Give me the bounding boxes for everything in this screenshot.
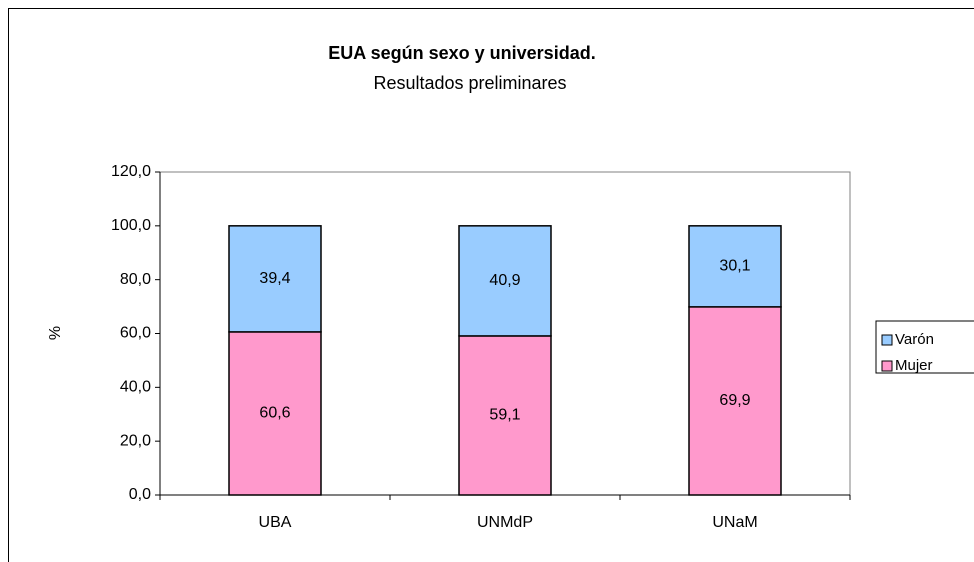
chart-subtitle: Resultados preliminares <box>373 73 566 93</box>
bar-segment <box>688 225 782 308</box>
legend-swatch <box>881 334 893 346</box>
data-label: 39,4 <box>259 270 290 287</box>
legend-label: Varón <box>895 331 934 348</box>
data-label: 59,1 <box>489 407 520 424</box>
chart-title: EUA según sexo y universidad. <box>328 43 595 63</box>
bar-segment <box>458 225 552 337</box>
y-axis-label: % <box>47 326 64 340</box>
data-label: 69,9 <box>719 392 750 409</box>
bar-segment <box>228 331 322 496</box>
x-tick-label: UNaM <box>712 514 757 531</box>
data-label: 40,9 <box>489 272 520 289</box>
y-tick-label: 20,0 <box>120 432 151 449</box>
x-tick-label: UBA <box>259 514 292 531</box>
y-tick-label: 60,0 <box>120 325 151 342</box>
bar-segment <box>228 225 322 333</box>
data-label: 60,6 <box>259 405 290 422</box>
y-tick-label: 100,0 <box>111 217 151 234</box>
bar-segment <box>688 306 782 496</box>
y-tick-label: 120,0 <box>111 163 151 180</box>
legend-label: Mujer <box>895 357 933 374</box>
y-tick-label: 0,0 <box>129 486 151 503</box>
x-tick-label: UNMdP <box>477 514 533 531</box>
data-label: 30,1 <box>719 258 750 275</box>
y-tick-label: 40,0 <box>120 379 151 396</box>
bar-segment <box>458 335 552 496</box>
legend-swatch <box>881 360 893 372</box>
y-tick-label: 80,0 <box>120 271 151 288</box>
